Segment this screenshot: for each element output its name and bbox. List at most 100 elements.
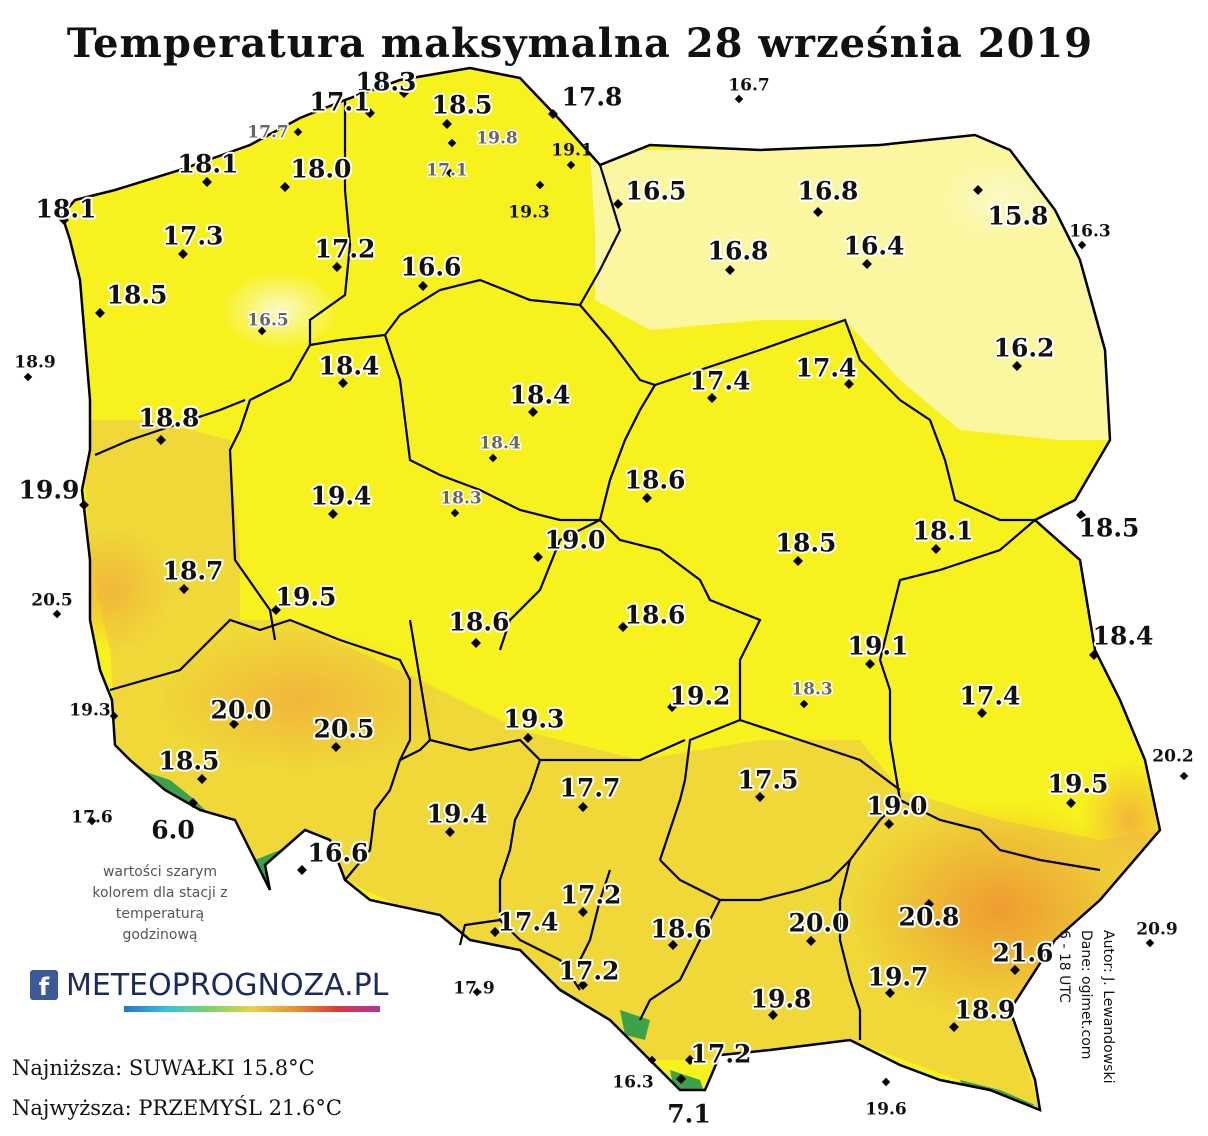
station-marker [202,177,212,187]
station-marker [450,508,460,518]
station-marker [328,509,338,519]
station-temperature-label: 19.8 [476,129,517,149]
lowest-temperature: Najniższa: SUWAŁKI 15.8°C [12,1056,315,1080]
station-marker [578,907,588,917]
station-temperature-label: 19.6 [865,1100,906,1120]
station-temperature-label: 17.3 [163,222,224,251]
station-marker [418,281,428,291]
station-temperature-label: 16.3 [1069,222,1110,242]
station-temperature-label: 17.4 [690,367,751,396]
station-marker [793,556,803,566]
station-temperature-label: 19.3 [69,701,110,721]
station-marker [23,372,33,382]
station-temperature-label: 17.2 [561,881,622,910]
station-temperature-label: 18.4 [510,381,571,410]
station-marker [1145,938,1155,948]
station-temperature-label: 17.9 [453,979,494,999]
station-marker [647,1055,657,1065]
station-marker [471,638,481,648]
station-markers [23,88,1189,1087]
station-marker [280,182,290,192]
station-marker [1076,510,1086,520]
station-marker [297,865,307,875]
station-marker [1010,965,1020,975]
station-temperature-label: 19.4 [427,800,488,829]
station-marker [1012,361,1022,371]
station-temperature-label: 19.8 [751,985,812,1014]
station-marker [924,899,934,909]
station-temperature-label: 17.5 [738,766,799,795]
station-marker [881,1077,891,1087]
station-marker [548,109,558,119]
station-temperature-label: 18.5 [107,281,168,310]
station-marker [533,552,543,562]
station-marker [293,127,303,137]
station-temperature-label: 18.9 [955,996,1016,1025]
station-temperature-label: 16.8 [708,237,769,266]
station-marker [862,259,872,269]
station-marker [488,453,498,463]
station-temperature-label: 7.1 [667,1100,711,1129]
voivodeship-boundaries [94,100,1101,1040]
station-temperature-label: 16.2 [994,334,1055,363]
credits-period: 6 - 18 UTC [1056,930,1072,1003]
station-marker [931,544,941,554]
station-marker [156,435,166,445]
station-temperature-label: 17.7 [247,123,288,143]
station-labels: 18.317.1 18.5 17.8 16.717.7 19.819.118.1 18.0… [14,66,1193,1131]
station-temperature-label: 18.5 [1079,514,1140,543]
station-marker [734,94,744,104]
station-marker [1089,650,1099,660]
station-marker [668,940,678,950]
station-temperature-label: 17.2 [315,235,376,264]
station-temperature-label: 16.3 [612,1073,653,1093]
station-marker [844,379,854,389]
station-temperature-label: 18.9 [14,353,55,373]
station-marker [1066,798,1076,808]
station-temperature-label: 6.0 [151,816,195,845]
station-temperature-label: 19.9 [19,476,80,505]
station-marker [179,584,189,594]
station-marker [1077,240,1087,250]
station-marker [806,936,816,946]
station-marker [977,708,987,718]
station-temperature-label: 19.0 [545,526,606,555]
station-temperature-label: 18.7 [163,557,224,586]
station-marker [707,393,717,403]
station-marker [445,827,455,837]
station-temperature-label: 16.5 [247,311,288,331]
station-temperature-label: 19.0 [867,792,928,821]
station-marker [338,378,348,388]
station-temperature-label: 19.1 [848,632,909,661]
station-temperature-label: 16.6 [401,253,462,282]
station-temperature-label: 20.9 [1136,920,1177,940]
station-temperature-label: 19.5 [1048,770,1109,799]
station-marker [618,622,628,632]
station-marker [229,719,239,729]
station-marker [885,988,895,998]
station-temperature-label: 18.6 [625,601,686,630]
station-temperature-label: 17.1 [310,88,371,117]
station-temperature-label: 18.5 [159,747,220,776]
station-temperature-label: 20.8 [899,903,960,932]
hot-zone-southwest [160,630,440,770]
station-temperature-label: 16.6 [308,839,369,868]
station-marker [578,980,588,990]
station-marker [197,774,207,784]
station-temperature-label: 21.6 [993,939,1054,968]
station-marker [447,138,457,148]
station-temperature-label: 17.8 [562,83,623,112]
station-marker [799,699,809,709]
station-marker [642,493,652,503]
station-temperature-label: 18.6 [651,915,712,944]
station-temperature-label: 17.2 [559,957,620,986]
station-temperature-label: 17.2 [691,1040,752,1069]
station-temperature-label: 18.0 [291,155,352,184]
station-marker [523,733,533,743]
station-temperature-label: 17.4 [960,682,1021,711]
station-marker [613,199,623,209]
facebook-icon[interactable]: f [30,970,58,1001]
station-marker [755,792,765,802]
station-marker [257,326,267,336]
